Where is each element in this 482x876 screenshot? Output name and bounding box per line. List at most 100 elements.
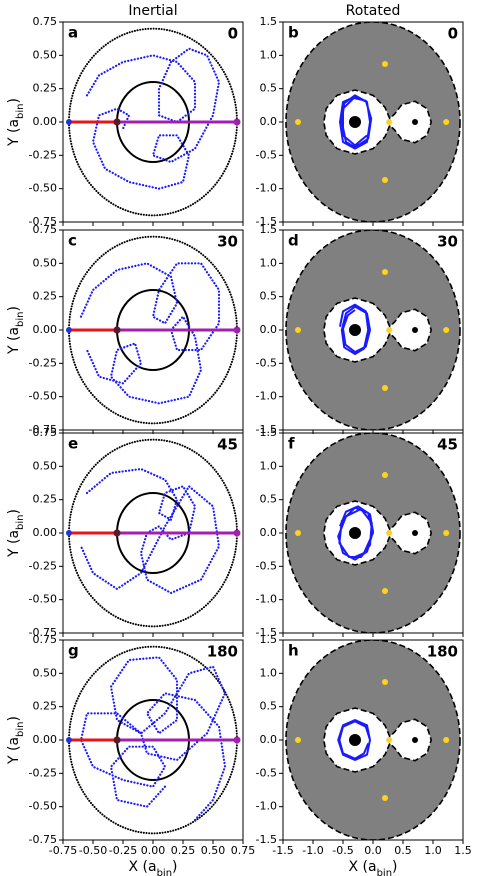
y-tick-label: -1.0 [256,593,277,606]
trajectory [339,303,371,355]
star [349,734,361,746]
y-tick-label: 0.5 [260,493,278,506]
y-tick-label: -1.5 [256,215,277,228]
segment-end [66,327,72,333]
y-tick-label: -0.5 [256,356,277,369]
plot-area [285,433,461,633]
y-axis-label: Y (abin) [6,716,26,765]
y-tick-label: 0.25 [33,82,58,95]
x-axis-label-part: ) [172,859,177,875]
y-axis-label-part: Y (a [6,530,22,558]
x-tick-label: 1.0 [424,844,442,857]
y-tick-label: 0.00 [33,733,58,746]
y-axis-label-part: ) [6,306,22,311]
lagrange-point [386,327,393,333]
panel: -0.75-0.50-0.250.000.250.500.75-0.75 -0.5… [6,633,255,876]
y-tick-label: -0.5 [256,559,277,572]
y-tick-label: -0.5 [256,148,277,161]
y-tick-label: 0.0 [260,733,278,746]
panel-label: b [288,24,299,42]
panel-label: h [288,642,299,660]
y-tick-label: 0.5 [260,290,278,303]
y-tick-label: 0.0 [260,526,278,539]
y-axis-label-part: bin [15,514,26,529]
x-tick-label: 0.00 [141,844,166,857]
panel: -0.75 -0.50 -0.25 0.00 0.25 0.50 0.75 a 0 Y (abin… [6,15,244,228]
lagrange-point [382,795,388,801]
x-tick-label: 0.25 [171,844,196,857]
panel: -0.75 -0.50 -0.25 0.00 0.25 0.50 0.75 e 45 Y (abi… [6,426,244,639]
y-tick-label: 0.50 [33,459,58,472]
panel-label: c [68,232,77,250]
y-tick-label: -0.75 [29,626,57,639]
y-tick-label: -1.0 [256,800,277,813]
plot-area [66,438,241,628]
y-tick-label: 0.75 [33,223,58,236]
y-axis-label-part: ) [6,509,22,514]
plot-area [285,230,461,430]
x-axis-label-part: bin [377,868,392,876]
lagrange-point [295,737,301,743]
y-axis-label-part: bin [15,311,26,326]
star [349,116,361,128]
y-tick-label: -1.5 [256,626,277,639]
y-tick-label: 0.50 [33,256,58,269]
panel-label: g [68,642,79,660]
y-axis-label-part: Y (a [6,327,22,355]
y-axis-label-part: Y (a [6,737,22,765]
y-tick-label: 0.25 [33,700,58,713]
segment-end [113,736,121,744]
lagrange-point [382,61,388,67]
segment-end [66,119,72,125]
y-axis-label-part: bin [15,103,26,118]
x-axis-label-part: X (a [128,859,156,875]
y-tick-label: -1.5 [256,423,277,436]
column-title: Rotated [346,3,401,19]
column-title: Inertial [128,3,177,19]
roche-lobe [323,89,432,155]
segment-end [233,326,241,334]
y-tick-label: -1.0 [256,390,277,403]
y-tick-label: 0.75 [33,15,58,28]
x-axis-label-part: bin [157,868,172,876]
segment-end [233,529,241,537]
segment-end [66,737,72,743]
segment-end [233,736,241,744]
y-tick-label: -0.25 [29,148,57,161]
y-tick-label: 1.5 [260,633,278,646]
x-tick-label: -0.50 [79,844,107,857]
angle-label: 45 [217,436,238,454]
y-tick-label: 1.0 [260,459,278,472]
y-tick-label: -0.25 [29,766,57,779]
y-tick-label: -0.25 [29,356,57,369]
star [349,527,361,539]
lagrange-point [443,327,450,333]
lagrange-point [386,530,393,536]
y-axis-label-part: ) [6,716,22,721]
y-tick-label: 0.00 [33,526,58,539]
lagrange-point [382,679,388,685]
x-tick-label: -1.5 [272,844,293,857]
x-tick-label: 0.0 [364,844,382,857]
trajectory [79,467,221,595]
lagrange-point [443,737,450,743]
lagrange-point [295,327,301,333]
lagrange-point [443,119,450,125]
y-axis-label-part: ) [6,98,22,103]
y-axis-label-part: bin [15,721,26,736]
panel-label: e [68,435,78,453]
plot-area [66,235,241,425]
lagrange-point [386,737,393,743]
y-tick-label: -1.5 [256,833,277,846]
x-axis-label: X (abin) [128,859,177,876]
angle-label: 180 [207,643,238,661]
trajectory [79,262,221,405]
lagrange-point [295,119,301,125]
y-tick-label: -0.75 [29,215,57,228]
y-tick-label: 0.0 [260,115,278,128]
plot-area [285,22,461,222]
angle-label: 180 [427,643,458,661]
y-axis-label-part: Y (a [6,119,22,147]
panel: -1.5 -1.0 -0.5 0.0 0.5 1.0 1.5 f 45 [256,426,464,639]
